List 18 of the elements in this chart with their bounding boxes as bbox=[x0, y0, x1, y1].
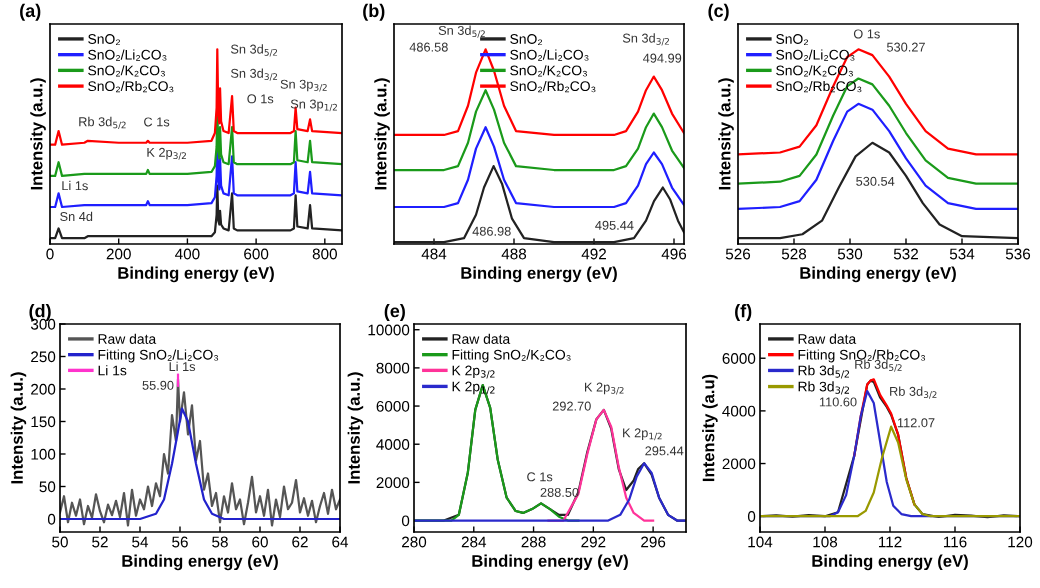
x-axis-title: Binding energy (eV) bbox=[118, 266, 274, 283]
y-axis-title: Intensity (a.u.) bbox=[374, 78, 390, 190]
chart-title: (e) bbox=[384, 304, 405, 321]
y-axis-title: Intensity (a.u.) bbox=[347, 372, 364, 484]
x-axis-title: Binding energy (eV) bbox=[812, 554, 968, 571]
chart-title: (a) bbox=[20, 3, 41, 21]
x-axis-title: Binding energy (eV) bbox=[800, 266, 956, 283]
y-axis-title: Intensity (a.u) bbox=[702, 374, 718, 482]
chart-title: (d) bbox=[29, 304, 51, 321]
chart-title: (c) bbox=[708, 3, 729, 21]
y-axis-title: Intensity (a.u.) bbox=[30, 78, 46, 190]
y-axis-title: Intensity (a.u.) bbox=[718, 78, 734, 190]
y-axis-title: Intensity (a.u.) bbox=[10, 372, 27, 484]
x-axis-title: Binding energy (eV) bbox=[122, 554, 278, 571]
x-axis-title: Binding energy (eV) bbox=[461, 266, 617, 283]
chart-title: (b) bbox=[363, 3, 385, 21]
chart-title: (f) bbox=[735, 304, 752, 321]
x-axis-title: Binding energy (eV) bbox=[472, 554, 628, 571]
